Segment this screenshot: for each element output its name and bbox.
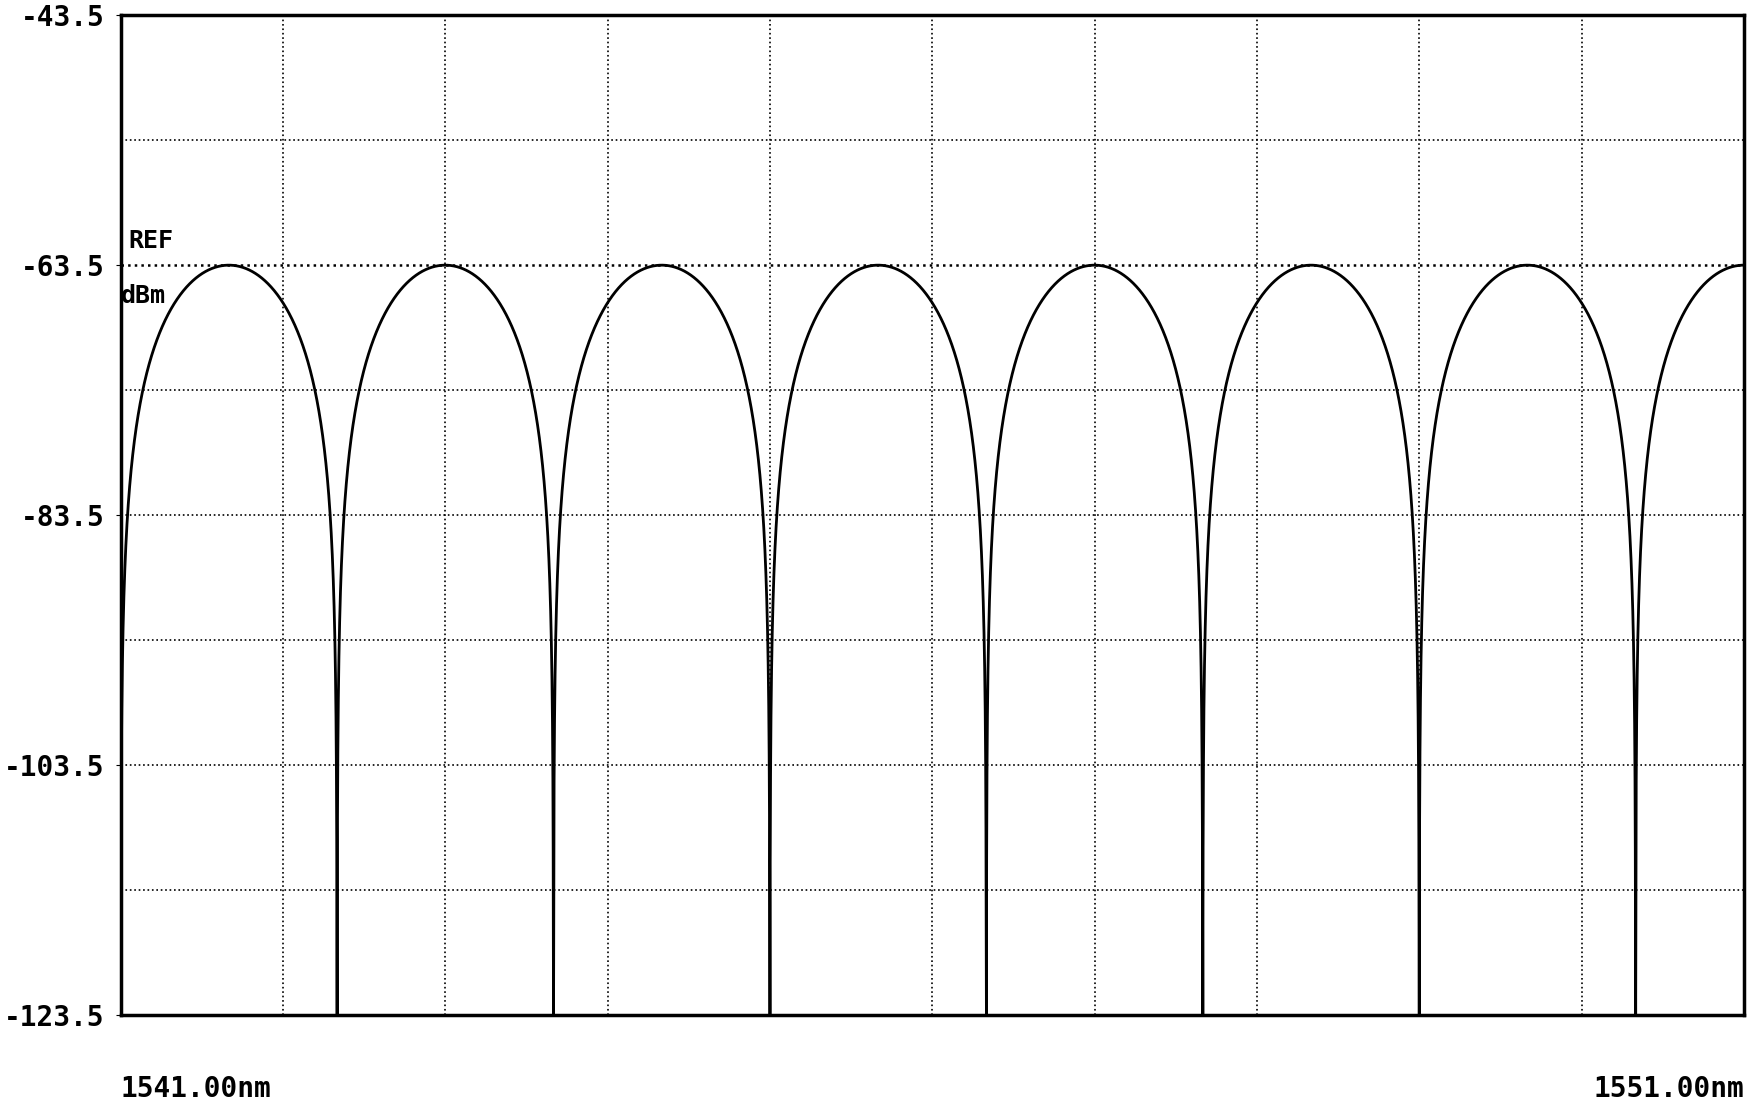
Text: 1541.00nm: 1541.00nm (121, 1075, 271, 1098)
Text: REF: REF (129, 228, 173, 253)
Text: dBm: dBm (121, 284, 166, 307)
Text: 1551.00nm: 1551.00nm (1592, 1075, 1745, 1098)
